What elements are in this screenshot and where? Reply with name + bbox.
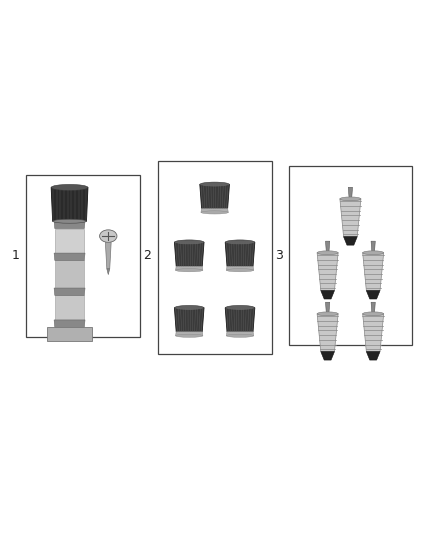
Polygon shape	[325, 302, 330, 314]
Polygon shape	[321, 352, 335, 360]
Text: 3: 3	[275, 249, 283, 262]
Polygon shape	[200, 184, 230, 208]
Polygon shape	[176, 266, 203, 270]
Polygon shape	[47, 327, 92, 341]
Text: 2: 2	[143, 249, 151, 262]
Ellipse shape	[363, 312, 384, 316]
Polygon shape	[174, 243, 204, 266]
Polygon shape	[348, 187, 353, 199]
Polygon shape	[225, 243, 255, 266]
Polygon shape	[174, 308, 204, 332]
Ellipse shape	[53, 219, 86, 223]
Ellipse shape	[226, 334, 254, 337]
Polygon shape	[226, 332, 254, 336]
Polygon shape	[343, 237, 357, 245]
Polygon shape	[51, 188, 88, 221]
Polygon shape	[317, 314, 338, 352]
Polygon shape	[371, 302, 375, 314]
Polygon shape	[54, 221, 85, 229]
Bar	[26, 174, 140, 336]
Ellipse shape	[174, 305, 204, 310]
Polygon shape	[54, 288, 85, 295]
Polygon shape	[366, 290, 380, 299]
Polygon shape	[55, 261, 84, 288]
Bar	[289, 166, 412, 345]
Ellipse shape	[174, 240, 204, 245]
Polygon shape	[107, 269, 110, 274]
Polygon shape	[366, 352, 380, 360]
Polygon shape	[106, 243, 111, 269]
Ellipse shape	[225, 305, 255, 310]
Polygon shape	[321, 290, 335, 299]
Text: 1: 1	[12, 249, 20, 262]
Polygon shape	[55, 295, 84, 320]
Ellipse shape	[340, 197, 361, 201]
Ellipse shape	[176, 334, 203, 337]
Ellipse shape	[317, 251, 338, 255]
Polygon shape	[317, 253, 338, 290]
Ellipse shape	[317, 312, 338, 316]
Bar	[158, 161, 272, 354]
Polygon shape	[225, 308, 255, 332]
Polygon shape	[325, 241, 330, 253]
Ellipse shape	[226, 269, 254, 272]
Polygon shape	[340, 199, 361, 237]
Ellipse shape	[176, 269, 203, 272]
Polygon shape	[201, 208, 228, 213]
Polygon shape	[55, 229, 84, 253]
Polygon shape	[176, 332, 203, 336]
Ellipse shape	[51, 184, 88, 190]
Polygon shape	[54, 253, 85, 261]
Polygon shape	[54, 320, 85, 327]
Ellipse shape	[99, 230, 117, 243]
Polygon shape	[363, 314, 384, 352]
Ellipse shape	[225, 240, 255, 245]
Polygon shape	[363, 253, 384, 290]
Ellipse shape	[363, 251, 384, 255]
Ellipse shape	[200, 182, 230, 187]
Polygon shape	[371, 241, 375, 253]
Ellipse shape	[201, 211, 228, 214]
Polygon shape	[226, 266, 254, 270]
